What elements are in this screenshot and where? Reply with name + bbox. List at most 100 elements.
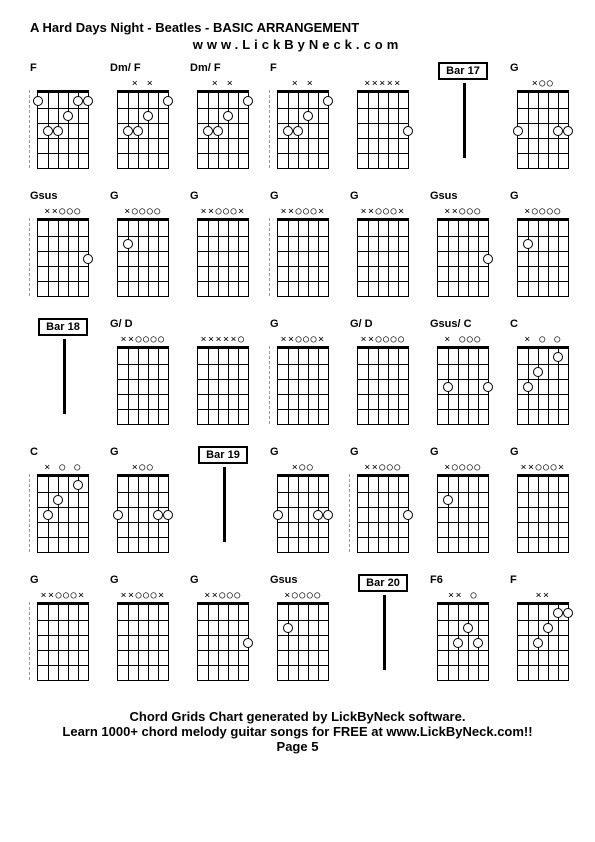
footer-line2: Learn 1000+ chord melody guitar songs fo… <box>10 724 585 739</box>
finger-dot <box>323 510 333 520</box>
fretboard-wrap <box>517 218 569 297</box>
finger-dot <box>163 96 173 106</box>
chord-cell: Gsus××○○○ <box>30 190 96 310</box>
fretboard <box>197 90 249 169</box>
dash-marker-icon <box>29 90 30 168</box>
fretboard <box>277 90 329 169</box>
bar-line-icon <box>383 595 386 670</box>
chord-cell: G××○○○× <box>350 190 416 310</box>
chord-label: G <box>110 574 176 590</box>
string-symbols: ×× <box>535 590 550 602</box>
fretboard <box>117 218 169 297</box>
chord-label: G <box>510 190 576 206</box>
fretboard <box>437 602 489 681</box>
fretboard <box>517 474 569 553</box>
dash-marker-icon <box>349 474 350 552</box>
chord-label: G <box>110 190 176 206</box>
chord-label: Gsus <box>30 190 96 206</box>
page-number: Page 5 <box>10 739 585 754</box>
footer-line1: Chord Grids Chart generated by LickByNec… <box>10 709 585 724</box>
fretboard-wrap <box>357 346 409 425</box>
dash-marker-icon <box>29 474 30 552</box>
finger-dot <box>473 638 483 648</box>
fretboard-wrap <box>37 474 89 553</box>
finger-dot <box>483 254 493 264</box>
footer: Chord Grids Chart generated by LickByNec… <box>10 709 585 754</box>
finger-dot <box>63 111 73 121</box>
finger-dot <box>33 96 43 106</box>
fretboard-wrap <box>357 218 409 297</box>
chord-cell: F <box>30 62 96 182</box>
fretboard <box>517 90 569 169</box>
fretboard-wrap <box>437 346 489 425</box>
string-symbols: × ○ ○ <box>524 334 562 346</box>
chord-label: F <box>30 62 96 78</box>
finger-dot <box>43 126 53 136</box>
chord-label: G/ D <box>110 318 176 334</box>
fretboard-wrap <box>197 218 249 297</box>
finger-dot <box>543 623 553 633</box>
fretboard <box>117 346 169 425</box>
finger-dot <box>323 96 333 106</box>
fretboard-wrap <box>357 90 409 169</box>
fretboard <box>197 602 249 681</box>
chord-label: G <box>270 446 336 462</box>
fretboard <box>37 602 89 681</box>
bar-line-icon <box>223 467 226 542</box>
chord-label: Gsus <box>270 574 336 590</box>
fretboard-wrap <box>37 218 89 297</box>
fretboard-wrap <box>197 346 249 425</box>
fretboard <box>37 90 89 169</box>
chord-label: Bar 18 <box>30 318 96 334</box>
chord-cell: G××○○○× <box>510 446 576 566</box>
finger-dot <box>533 367 543 377</box>
fretboard <box>277 474 329 553</box>
fretboard <box>277 346 329 425</box>
chord-cell: G ×○○ <box>110 446 176 566</box>
chord-cell: Bar 18 <box>30 318 96 438</box>
chord-label: C <box>30 446 96 462</box>
string-symbols: ×○○○○ <box>524 206 562 218</box>
chord-cell: Gsus×○○○○ <box>270 574 336 694</box>
chord-label: G <box>350 190 416 206</box>
chord-cell: F6×× ○ <box>430 574 496 694</box>
finger-dot <box>153 510 163 520</box>
string-symbols: ××○○○× <box>40 590 85 602</box>
fretboard <box>197 346 249 425</box>
finger-dot <box>283 126 293 136</box>
chord-cell: F×× <box>510 574 576 694</box>
fretboard-wrap <box>517 474 569 553</box>
finger-dot <box>533 638 543 648</box>
string-symbols: ××○○○× <box>520 462 565 474</box>
string-symbols: ××○○○× <box>280 206 325 218</box>
chord-cell: Gsus××○○○ <box>430 190 496 310</box>
string-symbols: × × <box>212 78 235 90</box>
string-symbols: ×○○ <box>532 78 555 90</box>
string-symbols: ××××× <box>364 78 402 90</box>
string-symbols: ×○○○○ <box>284 590 322 602</box>
fretboard <box>277 602 329 681</box>
chord-cell: Dm/ F× × <box>190 62 256 182</box>
chord-cell: Gsus/ C× ○○○ <box>430 318 496 438</box>
string-symbols: ×○○○○ <box>444 462 482 474</box>
chord-cell: Bar 17 <box>430 62 496 182</box>
fretboard <box>37 218 89 297</box>
fretboard-wrap <box>277 602 329 681</box>
chord-label <box>190 318 256 334</box>
fretboard-wrap <box>357 474 409 553</box>
finger-dot <box>273 510 283 520</box>
chord-label: Dm/ F <box>190 62 256 78</box>
fretboard-wrap <box>37 90 89 169</box>
chord-cell: ×××××○ <box>190 318 256 438</box>
fretboard <box>437 218 489 297</box>
chord-cell: Bar 19 <box>190 446 256 566</box>
dash-marker-icon <box>269 90 270 168</box>
chord-cell: Bar 20 <box>350 574 416 694</box>
chord-cell: G×○○○○ <box>430 446 496 566</box>
fretboard-wrap <box>517 90 569 169</box>
fretboard <box>277 218 329 297</box>
chord-cell: G××○○○ <box>350 446 416 566</box>
finger-dot <box>303 111 313 121</box>
chord-cell: G ×○○ <box>270 446 336 566</box>
chord-label: G <box>510 446 576 462</box>
